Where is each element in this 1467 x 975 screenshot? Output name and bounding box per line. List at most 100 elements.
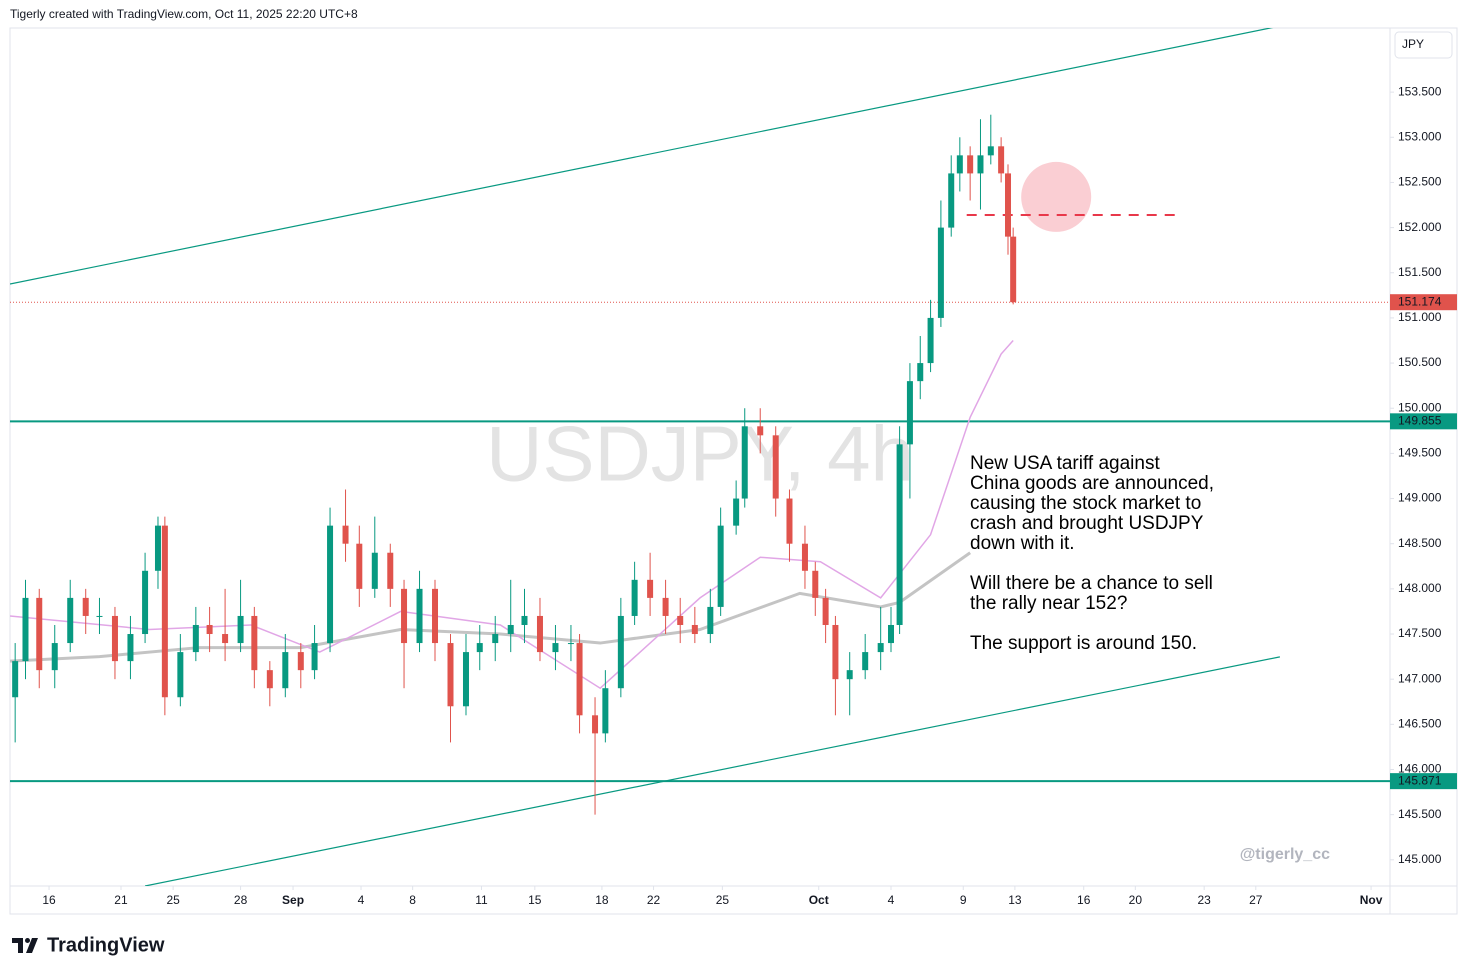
- y-tick-label: 149.500: [1398, 446, 1442, 460]
- x-tick-label: 8: [409, 893, 416, 907]
- candle-body: [887, 624, 894, 644]
- annotation-text: down with it.: [970, 533, 1075, 554]
- candle-body: [154, 525, 161, 571]
- annotation-text: Will there be a chance to sell: [970, 573, 1213, 594]
- price-label: 151.174: [1398, 294, 1442, 308]
- x-tick-label: 18: [595, 893, 609, 907]
- x-tick-label: 23: [1197, 893, 1211, 907]
- moving-average: [10, 551, 972, 663]
- candle-body: [1010, 236, 1017, 303]
- x-tick-label: 4: [358, 893, 365, 907]
- candle-body: [447, 643, 454, 707]
- candle-body: [222, 634, 229, 644]
- candle-body: [12, 661, 19, 698]
- candle-body: [297, 652, 304, 671]
- candle-body: [662, 597, 669, 616]
- y-tick-label: 153.000: [1398, 129, 1442, 143]
- candle-body: [387, 552, 394, 589]
- y-tick-label: 150.000: [1398, 400, 1442, 414]
- y-tick-label: 147.500: [1398, 626, 1442, 640]
- candle-body: [822, 597, 829, 625]
- candle-body: [552, 643, 559, 653]
- candle-body: [521, 615, 528, 625]
- x-tick-label: 28: [234, 893, 248, 907]
- candle-body: [906, 381, 913, 445]
- candle-body: [82, 597, 89, 616]
- candle-body: [416, 588, 423, 644]
- logo: [12, 938, 38, 953]
- candle-body: [206, 624, 213, 635]
- x-tick-label: 15: [528, 893, 542, 907]
- candle-body: [956, 155, 963, 174]
- candle-body: [896, 444, 903, 625]
- candle-body: [602, 688, 609, 734]
- price-label: 145.871: [1398, 773, 1442, 787]
- x-tick-label: 27: [1249, 893, 1263, 907]
- candle-body: [327, 525, 334, 644]
- candle-body: [927, 317, 934, 364]
- x-tick-label: 11: [475, 893, 488, 907]
- price-label: 149.855: [1398, 413, 1442, 427]
- candle-body: [998, 146, 1005, 174]
- candle-body: [987, 146, 994, 156]
- x-tick-label: 20: [1129, 893, 1143, 907]
- plot-area: [10, 28, 1390, 886]
- candle-body: [432, 588, 439, 644]
- x-tick-label: 25: [716, 893, 730, 907]
- currency-button[interactable]: [1394, 31, 1453, 59]
- candle-body: [937, 227, 944, 318]
- x-tick-label: 16: [1077, 893, 1091, 907]
- candle-body: [576, 643, 583, 716]
- x-tick-label: Sep: [282, 893, 304, 907]
- candle-body: [127, 634, 134, 662]
- candle-body: [757, 426, 764, 436]
- candle-body: [507, 624, 514, 635]
- candle-body: [67, 597, 74, 644]
- candle-body: [266, 670, 273, 689]
- price-label-bg: [1390, 773, 1457, 790]
- x-tick-label: 25: [166, 893, 180, 907]
- candle-body: [492, 634, 499, 644]
- candle-body: [741, 426, 748, 499]
- watermark: USDJPY, 4h: [486, 410, 914, 498]
- candle-body: [251, 615, 258, 671]
- candle-body: [401, 588, 408, 644]
- y-tick-label: 151.000: [1398, 310, 1442, 324]
- candle-body: [691, 624, 698, 635]
- annotation-text: crash and brought USDJPY: [970, 513, 1204, 534]
- candle-body: [282, 652, 289, 689]
- x-tick-label: 21: [114, 893, 128, 907]
- candle-body: [772, 435, 779, 499]
- candle-body: [717, 525, 724, 607]
- x-tick-label: 4: [888, 893, 895, 907]
- price-label-bg: [1390, 294, 1457, 311]
- target-zone: [1021, 161, 1092, 232]
- candle-body: [877, 643, 884, 653]
- candle-body: [356, 543, 363, 589]
- candle-body: [801, 543, 808, 571]
- candle-body: [161, 525, 168, 698]
- y-tick-label: 145.500: [1398, 807, 1442, 821]
- candle-body: [462, 652, 469, 707]
- candle-body: [1005, 173, 1012, 237]
- candle-body: [177, 652, 184, 698]
- x-tick-label: 13: [1008, 893, 1022, 907]
- y-tick-label: 146.500: [1398, 717, 1442, 731]
- candle-body: [677, 615, 684, 625]
- y-tick-label: 147.000: [1398, 671, 1442, 685]
- candle-body: [237, 615, 244, 644]
- candle-body: [476, 643, 483, 653]
- trend-line: [10, 28, 1274, 285]
- candle-body: [786, 498, 793, 544]
- candle-body: [846, 670, 853, 680]
- candle-body: [192, 624, 199, 653]
- x-tick-label: 9: [960, 893, 967, 907]
- candle-body: [142, 570, 149, 635]
- currency: JPY: [1402, 37, 1424, 51]
- candle-body: [592, 715, 599, 734]
- candle-body: [51, 643, 58, 671]
- y-tick-label: 151.500: [1398, 265, 1442, 279]
- x-tick-label: 16: [42, 893, 56, 907]
- header: Tigerly created with TradingView.com, Oc…: [10, 7, 358, 21]
